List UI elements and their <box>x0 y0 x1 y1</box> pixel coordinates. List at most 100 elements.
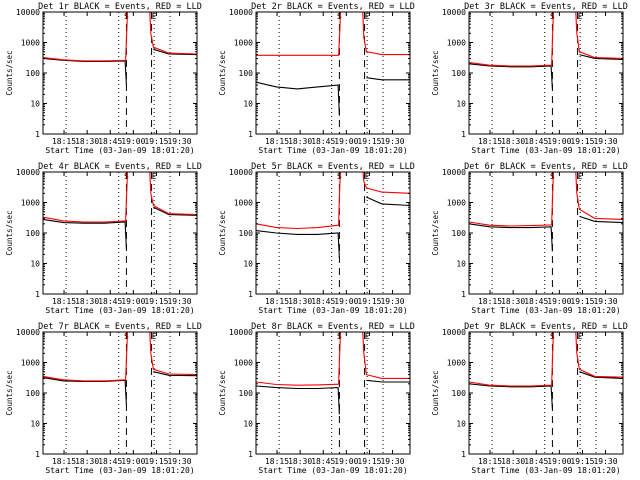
lld-series-line <box>43 332 197 382</box>
x-tick-label: 18:45 <box>524 457 548 466</box>
time-marker-label: S <box>124 12 129 21</box>
time-marker-label: S <box>337 332 342 341</box>
y-tick-label: 1000 <box>447 199 466 208</box>
y-tick-label: 10 <box>456 260 466 269</box>
lld-series-line <box>43 172 197 223</box>
y-tick-label: 10 <box>243 260 253 269</box>
y-tick-label: 1000 <box>234 359 253 368</box>
x-tick-label: 19:15 <box>357 457 381 466</box>
panel-series <box>469 332 623 409</box>
x-tick-label: 19:30 <box>380 457 404 466</box>
x-tick-label: 18:45 <box>311 137 335 146</box>
x-axis-label: Start Time (03-Jan-09 18:01:20) <box>45 146 194 155</box>
x-tick-label: 18:30 <box>501 457 525 466</box>
y-tick-label: 1 <box>248 290 253 299</box>
y-tick-label: 1000 <box>21 199 40 208</box>
y-tick-label: 10 <box>243 100 253 109</box>
y-tick-label: 100 <box>452 69 467 78</box>
x-tick-label: 19:00 <box>121 297 145 306</box>
panel-title: Det 6r BLACK = Events, RED = LLD <box>464 162 628 172</box>
y-tick-label: 10000 <box>16 8 40 17</box>
events-series-line <box>469 54 623 89</box>
x-tick-label: 18:15 <box>478 457 502 466</box>
lld-series-line <box>469 332 623 387</box>
x-tick-label: 18:15 <box>478 297 502 306</box>
y-tick-label: 100 <box>26 389 41 398</box>
y-tick-label: 1000 <box>447 359 466 368</box>
y-tick-label: 10000 <box>442 8 466 17</box>
panel-title: Det 3r BLACK = Events, RED = LLD <box>464 2 628 12</box>
x-tick-label: 18:45 <box>98 457 122 466</box>
panel-series <box>43 172 197 249</box>
lld-series-line <box>256 332 410 386</box>
events-series-line <box>43 48 197 86</box>
y-axis-label: Counts/sec <box>218 50 227 95</box>
x-tick-label: 18:30 <box>288 137 312 146</box>
time-marker-label: S <box>337 12 342 21</box>
x-tick-label: 19:15 <box>570 137 594 146</box>
x-tick-label: 18:15 <box>52 457 76 466</box>
x-tick-label: 19:15 <box>570 297 594 306</box>
y-tick-label: 100 <box>239 389 254 398</box>
y-tick-label: 1000 <box>234 199 253 208</box>
time-marker-label: E <box>578 12 583 21</box>
y-tick-label: 100 <box>452 389 467 398</box>
x-tick-label: 19:00 <box>547 297 571 306</box>
time-marker-label: S <box>550 332 555 341</box>
x-tick-label: 18:30 <box>288 297 312 306</box>
x-tick-label: 18:45 <box>98 297 122 306</box>
y-tick-label: 10 <box>30 260 40 269</box>
x-axis-label: Start Time (03-Jan-09 18:01:20) <box>471 306 620 315</box>
lld-series-line <box>256 172 410 230</box>
panel-title: Det 8r BLACK = Events, RED = LLD <box>251 322 415 332</box>
time-marker-label: S <box>124 172 129 181</box>
panel-series <box>43 332 197 406</box>
x-tick-label: 18:45 <box>98 137 122 146</box>
events-series-line <box>256 196 410 259</box>
time-marker-label: E <box>152 332 157 341</box>
x-tick-label: 19:00 <box>121 457 145 466</box>
lld-series-line <box>469 172 623 227</box>
x-tick-label: 18:15 <box>265 137 289 146</box>
y-axis-label: Counts/sec <box>218 370 227 415</box>
x-axis-label: Start Time (03-Jan-09 18:01:20) <box>471 146 620 155</box>
panel-series <box>43 12 197 86</box>
y-tick-label: 1000 <box>234 39 253 48</box>
x-tick-label: 19:00 <box>547 457 571 466</box>
time-marker-label: E <box>365 12 370 21</box>
events-series-line <box>43 206 197 249</box>
panel-series <box>256 332 410 415</box>
y-tick-label: 1 <box>461 450 466 459</box>
time-marker-label: E <box>578 332 583 341</box>
y-tick-label: 10 <box>456 420 466 429</box>
events-series-line <box>469 371 623 409</box>
x-tick-label: 19:15 <box>144 297 168 306</box>
x-tick-label: 18:15 <box>52 137 76 146</box>
x-tick-label: 19:00 <box>547 137 571 146</box>
x-tick-label: 19:15 <box>357 137 381 146</box>
x-axis-label: Start Time (03-Jan-09 18:01:20) <box>258 466 407 475</box>
y-tick-label: 10000 <box>16 328 40 337</box>
y-tick-label: 1 <box>35 290 40 299</box>
y-tick-label: 10000 <box>16 168 40 177</box>
x-tick-label: 18:45 <box>311 457 335 466</box>
y-tick-label: 1000 <box>21 359 40 368</box>
x-tick-label: 19:30 <box>167 137 191 146</box>
x-tick-label: 18:30 <box>288 457 312 466</box>
y-tick-label: 10000 <box>229 168 253 177</box>
panel-series <box>469 12 623 89</box>
x-tick-label: 19:00 <box>334 457 358 466</box>
events-series-line <box>469 215 623 252</box>
x-tick-label: 19:00 <box>334 297 358 306</box>
time-marker-label: S <box>337 172 342 181</box>
x-tick-label: 18:15 <box>265 457 289 466</box>
panel-series <box>256 172 410 259</box>
y-tick-label: 10 <box>30 100 40 109</box>
y-tick-label: 100 <box>26 229 41 238</box>
y-tick-label: 100 <box>26 69 41 78</box>
